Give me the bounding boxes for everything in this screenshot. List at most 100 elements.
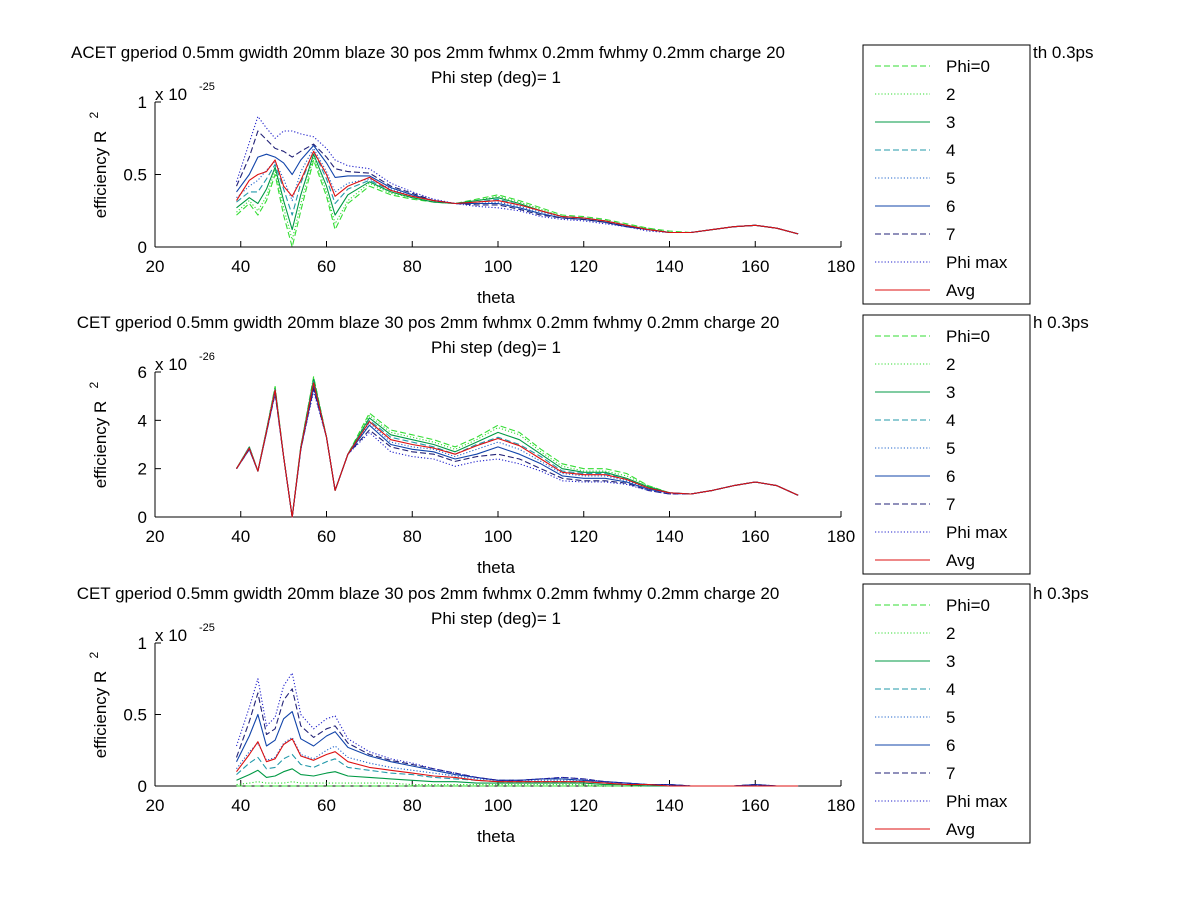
x-tick-label: 40 (231, 527, 250, 546)
x-tick-label: 100 (484, 796, 512, 815)
chart-title-tail: h 0.3ps (1033, 313, 1089, 332)
series-line-9 (236, 150, 799, 235)
chart-title: CET gperiod 0.5mm gwidth 20mm blaze 30 p… (77, 584, 780, 603)
x-axis-label: theta (477, 288, 515, 307)
chart-title: CET gperiod 0.5mm gwidth 20mm blaze 30 p… (77, 313, 780, 332)
x-tick-label: 60 (317, 796, 336, 815)
series-line-9 (236, 738, 799, 787)
x-tick-label: 180 (827, 257, 855, 276)
x-tick-label: 140 (655, 796, 683, 815)
x-tick-label: 80 (403, 527, 422, 546)
legend-entry: 2 (946, 85, 955, 104)
y-axis-label: efficiency R (91, 131, 110, 219)
legend-entry: 4 (946, 411, 955, 430)
legend-entry: 7 (946, 764, 955, 783)
legend-box (862, 44, 1031, 305)
legend-entry: Phi=0 (946, 596, 990, 615)
x-tick-label: 20 (146, 527, 165, 546)
y-axis-label-sup: 2 (87, 652, 101, 659)
y-axis-label-sup: 2 (87, 112, 101, 119)
y-exponent-power: -25 (199, 622, 215, 634)
legend-entry: 7 (946, 225, 955, 244)
y-axis-label-group: efficiency R 2 (87, 112, 110, 219)
legend-entry: 3 (946, 383, 955, 402)
y-tick-label: 0.5 (123, 166, 147, 185)
subplot-1: ACET gperiod 0.5mm gwidth 20mm blaze 30 … (71, 43, 1093, 307)
legend-entry: 5 (946, 708, 955, 727)
chart-subtitle: Phi step (deg)= 1 (431, 68, 561, 87)
x-tick-label: 60 (317, 527, 336, 546)
y-exponent-power: -25 (199, 81, 215, 93)
chart-subtitle: Phi step (deg)= 1 (431, 338, 561, 357)
y-exponent-label: x 10 (155, 85, 187, 104)
x-tick-label: 20 (146, 257, 165, 276)
legend-entry: 6 (946, 197, 955, 216)
y-tick-label: 2 (138, 460, 147, 479)
legend-entry: 4 (946, 680, 955, 699)
legend-entry: 3 (946, 113, 955, 132)
y-axis-label-group: efficiency R 2 (87, 652, 110, 759)
x-tick-label: 20 (146, 796, 165, 815)
chart-title: ACET gperiod 0.5mm gwidth 20mm blaze 30 … (71, 43, 785, 62)
y-tick-label: 0 (138, 508, 147, 527)
legend-entry: Phi=0 (946, 57, 990, 76)
legend-entry: 4 (946, 141, 955, 160)
legend-box (862, 583, 1031, 844)
legend-entry: Avg (946, 551, 975, 570)
legend-entry: Avg (946, 820, 975, 839)
chart-title-tail: th 0.3ps (1033, 43, 1094, 62)
x-tick-label: 140 (655, 257, 683, 276)
y-tick-label: 1 (138, 634, 147, 653)
y-axis-label-group: efficiency R 2 (87, 382, 110, 489)
y-tick-label: 1 (138, 93, 147, 112)
y-tick-label: 4 (138, 411, 147, 430)
y-exponent-label: x 10 (155, 626, 187, 645)
x-tick-label: 80 (403, 796, 422, 815)
x-tick-label: 40 (231, 257, 250, 276)
x-tick-label: 180 (827, 527, 855, 546)
x-tick-label: 160 (741, 796, 769, 815)
x-tick-label: 80 (403, 257, 422, 276)
x-tick-label: 60 (317, 257, 336, 276)
series-line-8 (236, 390, 799, 518)
legend-entry: Phi max (946, 523, 1008, 542)
x-tick-label: 100 (484, 527, 512, 546)
legend-entry: Phi max (946, 253, 1008, 272)
legend-entry: Avg (946, 281, 975, 300)
legend-entry: Phi max (946, 792, 1008, 811)
x-tick-label: 100 (484, 257, 512, 276)
legend-entry: Phi=0 (946, 327, 990, 346)
y-tick-label: 0.5 (123, 706, 147, 725)
legend-entry: 2 (946, 624, 955, 643)
x-tick-label: 160 (741, 527, 769, 546)
series-line-9 (236, 382, 799, 518)
legend-entry: 5 (946, 169, 955, 188)
y-tick-label: 0 (138, 777, 147, 796)
y-exponent-label: x 10 (155, 355, 187, 374)
x-tick-label: 140 (655, 527, 683, 546)
legend-entry: 6 (946, 736, 955, 755)
y-axis-label: efficiency R (91, 401, 110, 489)
y-axis-label: efficiency R (91, 671, 110, 759)
legend-box (862, 314, 1031, 575)
legend-entry: 5 (946, 439, 955, 458)
x-tick-label: 120 (570, 796, 598, 815)
subplot-2: CET gperiod 0.5mm gwidth 20mm blaze 30 p… (77, 313, 1089, 577)
x-tick-label: 160 (741, 257, 769, 276)
chart-title-tail: h 0.3ps (1033, 584, 1089, 603)
series-line-5 (236, 736, 799, 787)
series-line-1 (236, 159, 799, 248)
subplot-3: CET gperiod 0.5mm gwidth 20mm blaze 30 p… (77, 583, 1089, 846)
x-tick-label: 180 (827, 796, 855, 815)
chart-subtitle: Phi step (deg)= 1 (431, 609, 561, 628)
x-tick-label: 120 (570, 257, 598, 276)
y-tick-label: 6 (138, 363, 147, 382)
x-axis-label: theta (477, 558, 515, 577)
y-tick-label: 0 (138, 238, 147, 257)
y-axis-label-sup: 2 (87, 382, 101, 389)
legend-entry: 6 (946, 467, 955, 486)
legend-entry: 3 (946, 652, 955, 671)
x-axis-label: theta (477, 827, 515, 846)
legend-entry: 2 (946, 355, 955, 374)
